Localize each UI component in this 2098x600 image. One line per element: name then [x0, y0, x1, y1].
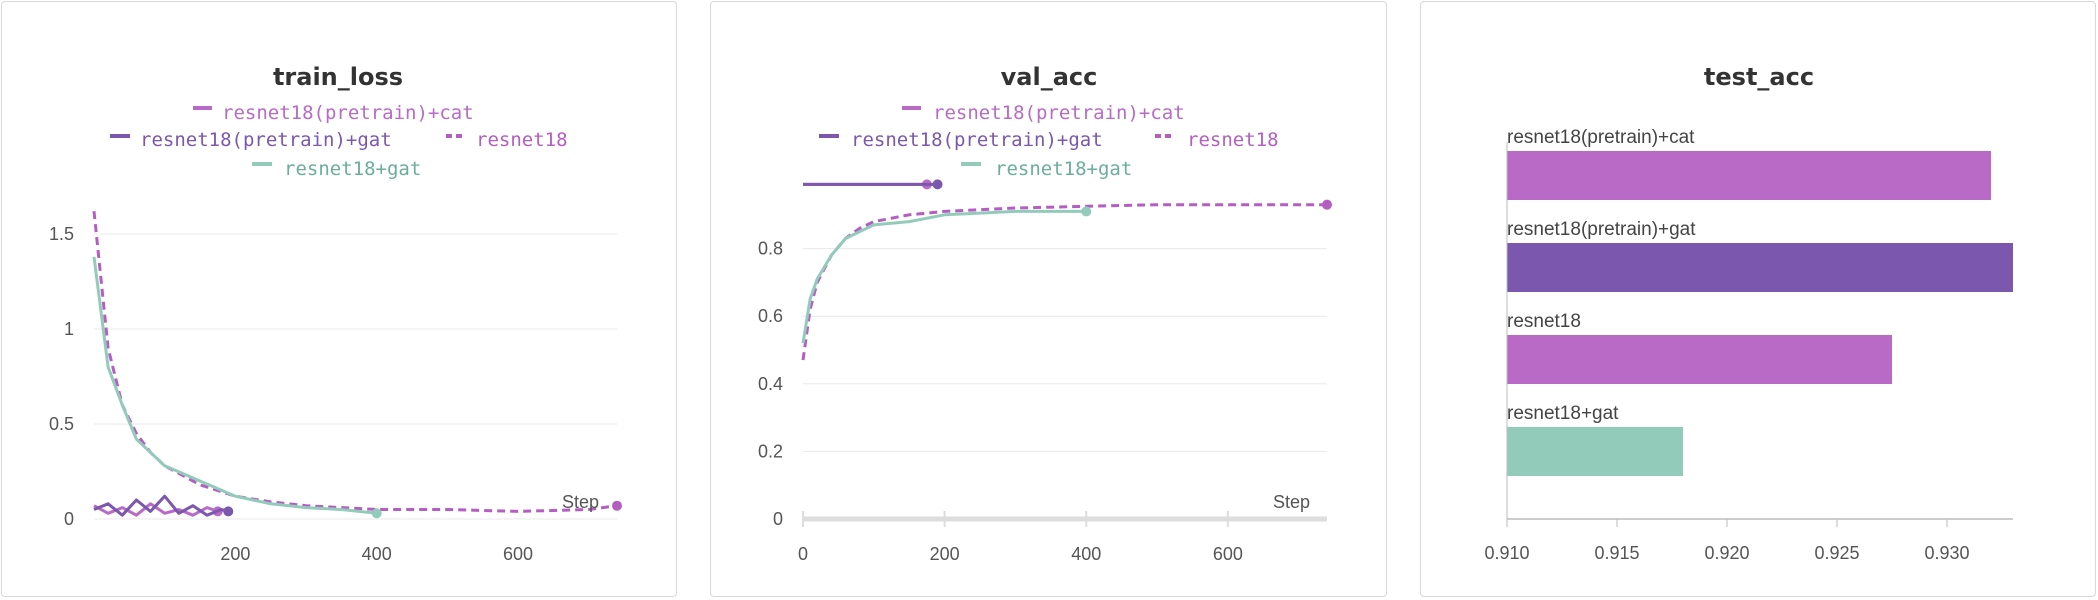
- series-line-4: [92, 256, 377, 515]
- y-tick-label: 1: [64, 319, 74, 339]
- test-acc-panel: test_acc resnet18(pretrain)+cat resnet18(…: [1420, 1, 2096, 597]
- x-tick-label: 200: [930, 544, 960, 564]
- y-tick-label: 0: [64, 509, 74, 529]
- series-line-3: [92, 211, 618, 513]
- bar: [1507, 427, 1683, 476]
- plot-area: resnet18(pretrain)+cat resnet18(pretrain)…: [1484, 127, 2013, 563]
- val-acc-panel: val_acc resnet18(pretrain)+cat resnet18(…: [710, 1, 1387, 597]
- chart-title: test_acc: [1704, 63, 1814, 91]
- legend-label-2: resnet18(pretrain)+gat: [851, 129, 1103, 151]
- bar-label: resnet18: [1507, 311, 1581, 332]
- x-tick-label: 600: [1213, 544, 1243, 564]
- y-tick-label: 0.5: [49, 414, 74, 434]
- x-tick-label: 0.930: [1924, 543, 1969, 563]
- legend-label-4: resnet18+gat: [995, 158, 1132, 180]
- x-tick-label: 400: [1071, 544, 1101, 564]
- series-endpoint-4: [371, 508, 382, 519]
- y-tick-label: 0.4: [758, 374, 783, 394]
- series-line-3: [801, 203, 1327, 361]
- series-endpoint-3: [612, 500, 622, 511]
- x-tick-label: 400: [362, 544, 392, 564]
- x-tick-label: 0.920: [1704, 543, 1749, 563]
- bar-label: resnet18(pretrain)+cat: [1507, 127, 1695, 148]
- train-loss-chart: train_loss resnet18(pretrain)+cat resnet…: [49, 63, 622, 564]
- legend-label-3: resnet18: [476, 129, 568, 151]
- bar: [1507, 335, 1892, 384]
- train-loss-panel: train_loss resnet18(pretrain)+cat resnet…: [1, 1, 677, 597]
- y-tick-label: 0.2: [758, 441, 783, 461]
- bar-label: resnet18+gat: [1507, 403, 1619, 424]
- chart-title: val_acc: [1001, 63, 1098, 91]
- x-tick-label: 600: [503, 544, 533, 564]
- val-acc-chart: val_acc resnet18(pretrain)+cat resnet18(…: [758, 63, 1332, 564]
- series-endpoint-2: [223, 506, 234, 517]
- series-endpoint-4: [1081, 206, 1092, 217]
- x-axis-label: Step: [562, 492, 599, 512]
- legend: resnet18(pretrain)+cat resnet18(pretrain…: [110, 102, 568, 180]
- legend-label-2: resnet18(pretrain)+gat: [140, 129, 392, 151]
- y-tick-label: 0.8: [758, 239, 783, 259]
- legend-label-1: resnet18(pretrain)+cat: [933, 102, 1185, 124]
- series-endpoint-2: [932, 179, 943, 190]
- series-line-2: [93, 494, 229, 517]
- y-tick-label: 0: [773, 509, 783, 529]
- x-tick-label: 200: [220, 544, 250, 564]
- chart-title: train_loss: [273, 63, 403, 91]
- x-axis-label: Step: [1273, 492, 1310, 512]
- legend-label-3: resnet18: [1187, 129, 1279, 151]
- test-acc-chart: test_acc resnet18(pretrain)+catresnet18(…: [1484, 63, 2013, 563]
- bar: [1507, 243, 2013, 292]
- legend-label-1: resnet18(pretrain)+cat: [222, 102, 474, 124]
- x-tick-label: 0.910: [1484, 543, 1529, 563]
- bar: [1507, 151, 1991, 200]
- legend-label-4: resnet18+gat: [284, 158, 421, 180]
- x-tick-label: 0.925: [1814, 543, 1859, 563]
- series-endpoint-3: [1322, 199, 1332, 210]
- bar-label: resnet18(pretrain)+gat: [1507, 219, 1696, 240]
- plot-area: 0 0.2 0.4 0.6 0.8 0 200 400 600: [758, 179, 1332, 564]
- x-tick-label: 0.915: [1594, 543, 1639, 563]
- y-tick-label: 1.5: [49, 224, 74, 244]
- plot-area: 0 0.5 1 1.5 200 400 600: [49, 211, 622, 564]
- legend: resnet18(pretrain)+cat resnet18(pretrain…: [819, 102, 1279, 180]
- y-tick-label: 0.6: [758, 306, 783, 326]
- series-line-4: [801, 209, 1087, 344]
- x-tick-label: 0: [798, 544, 808, 564]
